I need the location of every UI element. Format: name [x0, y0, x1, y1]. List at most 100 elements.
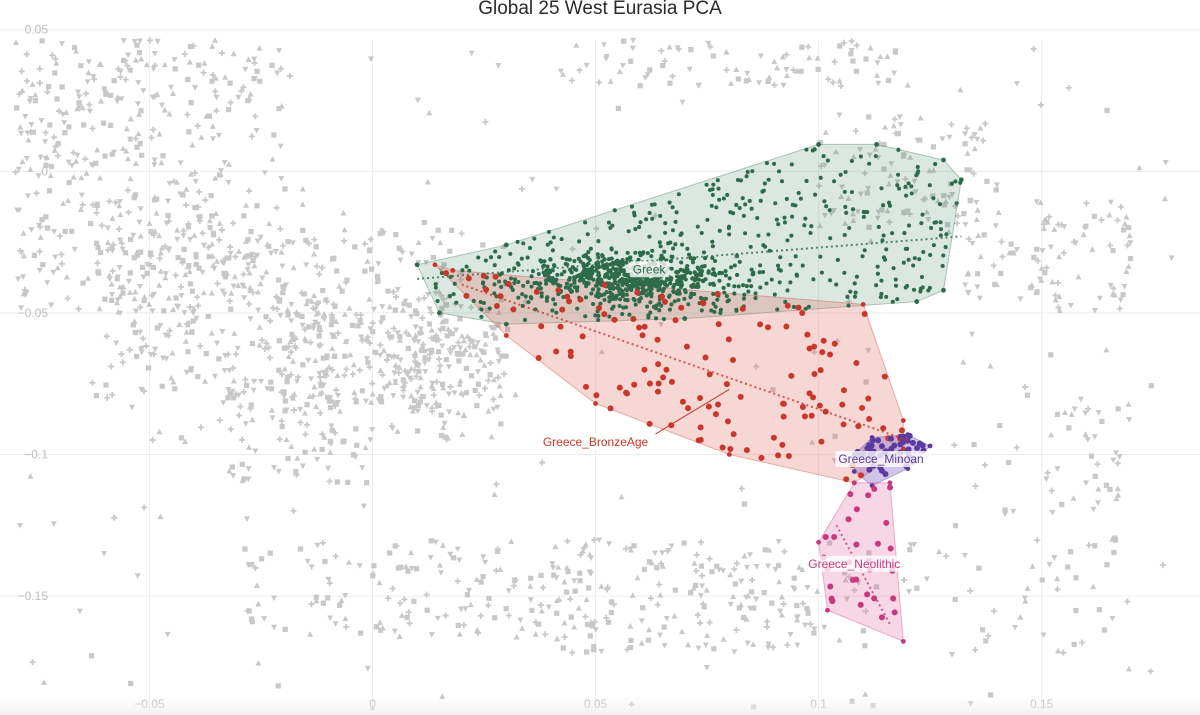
background-sample-point — [857, 191, 864, 198]
greek-point — [647, 210, 652, 216]
greek-point — [512, 280, 517, 286]
greece-bronzeage-point — [779, 441, 786, 448]
background-sample-point — [183, 329, 190, 335]
background-sample-point — [811, 349, 818, 356]
background-sample-point — [804, 605, 810, 612]
greece-bronzeage-point — [819, 349, 826, 356]
greek-point — [878, 295, 883, 300]
greek-point — [548, 240, 553, 245]
background-sample-point — [161, 308, 167, 314]
background-sample-point — [827, 540, 833, 546]
greek-point — [678, 284, 684, 290]
background-sample-point — [386, 303, 393, 310]
background-sample-point — [1012, 624, 1019, 631]
background-sample-point — [89, 125, 96, 132]
background-sample-point — [419, 347, 425, 354]
background-sample-point — [962, 282, 969, 288]
background-sample-point — [967, 167, 973, 173]
background-sample-point — [842, 576, 849, 583]
background-sample-point — [350, 361, 357, 368]
greek-point — [614, 250, 619, 255]
background-sample-point — [896, 114, 903, 120]
background-sample-point — [119, 246, 126, 253]
greek-point — [724, 294, 729, 299]
background-sample-point — [98, 249, 104, 256]
background-sample-point — [190, 305, 197, 312]
greek-point — [414, 262, 420, 268]
background-sample-point — [339, 288, 345, 294]
greek-point — [433, 285, 438, 290]
greek-point — [914, 173, 919, 178]
greece-bronzeage-point — [737, 393, 744, 400]
background-sample-point — [657, 322, 664, 328]
greece-bronzeage-point — [503, 333, 509, 338]
greek-point — [707, 187, 713, 193]
background-sample-point — [1125, 665, 1132, 672]
greek-point — [916, 169, 921, 174]
background-sample-point — [569, 649, 576, 656]
background-sample-point — [227, 80, 233, 86]
background-sample-point — [1013, 81, 1020, 87]
background-sample-point — [284, 379, 290, 385]
greek-point — [884, 294, 889, 299]
background-sample-point — [1048, 487, 1055, 494]
background-sample-point — [697, 620, 704, 627]
background-sample-point — [608, 609, 614, 616]
greek-point — [693, 271, 698, 276]
greece-minoan-point — [927, 443, 933, 449]
background-sample-point — [203, 113, 210, 119]
greek-point — [828, 278, 833, 283]
background-sample-point — [510, 582, 517, 589]
background-sample-point — [577, 578, 583, 584]
background-sample-point — [957, 86, 964, 93]
background-sample-point — [75, 305, 82, 312]
background-sample-point — [538, 607, 545, 614]
greece-bronzeage-point — [785, 453, 792, 460]
background-sample-point — [794, 614, 801, 620]
greece-neolithic-point — [827, 583, 834, 590]
background-sample-point — [992, 223, 999, 229]
background-sample-point — [376, 579, 383, 586]
greece-bronzeage-label-leader — [655, 388, 730, 435]
background-sample-point — [895, 130, 901, 137]
background-sample-point — [251, 56, 258, 63]
background-sample-point — [126, 346, 133, 353]
background-sample-point — [188, 171, 195, 177]
background-sample-point — [177, 191, 184, 198]
background-sample-point — [62, 130, 68, 136]
background-sample-point — [1006, 459, 1012, 466]
background-sample-point — [162, 332, 169, 339]
greek-point — [914, 299, 920, 304]
greece-bronzeage-point — [719, 444, 726, 451]
background-sample-point — [750, 605, 757, 611]
background-sample-point — [1095, 410, 1102, 416]
background-sample-point — [975, 232, 982, 239]
greece-neolithic-point — [871, 486, 878, 493]
background-sample-point — [480, 573, 486, 580]
greece-neolithic-point — [878, 614, 885, 621]
greece-bronzeage-point — [881, 373, 888, 380]
background-sample-point — [565, 569, 571, 575]
greek-point — [669, 266, 674, 271]
background-sample-point — [1117, 297, 1124, 303]
background-sample-point — [1034, 257, 1041, 264]
greek-point — [543, 278, 549, 283]
greece-minoan-point — [905, 432, 911, 438]
background-sample-point — [1123, 268, 1130, 275]
background-sample-point — [720, 636, 727, 642]
background-sample-point — [441, 420, 448, 427]
greek-point — [686, 302, 691, 307]
background-sample-point — [627, 546, 634, 553]
background-sample-point — [186, 268, 193, 275]
background-sample-point — [319, 264, 326, 271]
greek-point — [653, 279, 659, 284]
greek-point — [629, 204, 635, 209]
background-sample-point — [695, 82, 702, 89]
greece-bronzeage-point — [655, 361, 662, 368]
background-sample-point — [512, 577, 519, 584]
greece-bronzeage-point — [567, 353, 574, 360]
background-sample-point — [156, 255, 163, 262]
background-sample-point — [32, 91, 39, 98]
background-sample-point — [249, 619, 255, 625]
background-sample-point — [125, 52, 132, 59]
